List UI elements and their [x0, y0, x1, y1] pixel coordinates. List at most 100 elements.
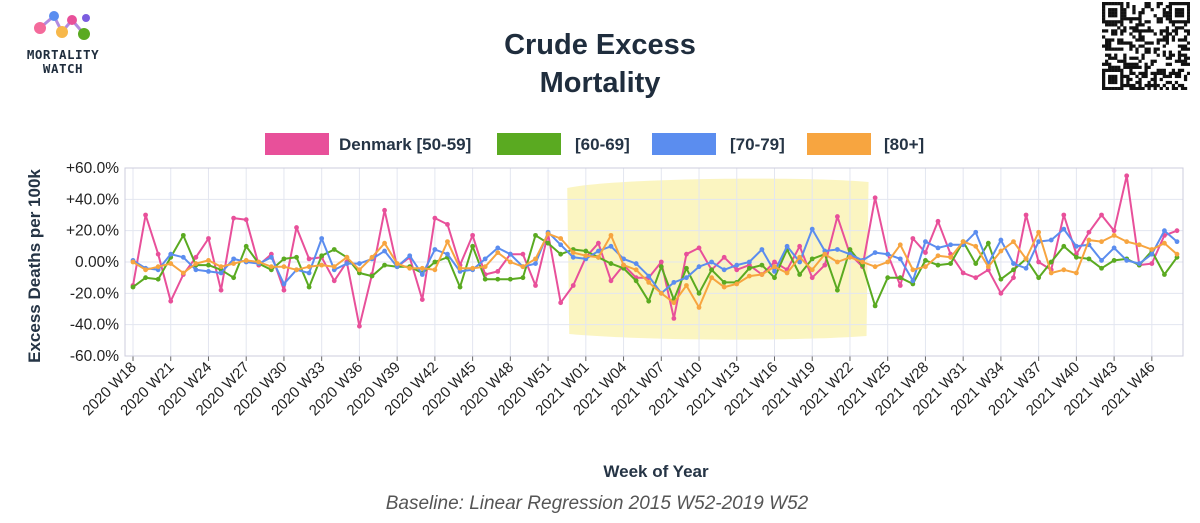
data-point	[520, 251, 526, 257]
data-point	[797, 243, 803, 249]
y-tick-label: -60.0%	[70, 348, 119, 365]
logo-line-1: MORTALITY	[26, 47, 100, 62]
data-point	[998, 276, 1004, 282]
data-point	[721, 284, 727, 290]
data-point	[1099, 212, 1104, 218]
data-point	[570, 254, 576, 260]
data-point	[520, 264, 526, 270]
data-point	[797, 259, 803, 265]
data-point	[960, 239, 966, 245]
data-point	[1073, 243, 1079, 249]
highlight-region	[567, 178, 869, 340]
data-point	[772, 264, 777, 270]
data-point	[608, 261, 614, 266]
plot-frame	[124, 167, 1184, 357]
data-point	[885, 251, 891, 257]
data-point	[457, 284, 463, 290]
data-point	[973, 275, 979, 281]
data-point	[243, 243, 249, 249]
data-point	[1136, 242, 1142, 248]
data-point	[759, 262, 765, 268]
data-point	[633, 278, 639, 284]
data-point	[281, 256, 287, 262]
data-point	[658, 290, 664, 296]
data-point	[809, 256, 815, 262]
data-point	[684, 275, 689, 281]
data-point	[1174, 239, 1180, 245]
data-point	[545, 240, 551, 246]
data-point	[595, 240, 601, 246]
data-point	[143, 275, 148, 281]
y-tick-label: -40.0%	[70, 317, 119, 334]
data-point	[595, 248, 601, 254]
data-point	[155, 276, 161, 282]
data-point	[910, 236, 916, 241]
data-point	[721, 279, 727, 285]
data-point	[143, 212, 148, 218]
data-point	[834, 214, 840, 219]
data-point	[357, 267, 362, 273]
data-point	[809, 275, 815, 281]
y-tick-label: +60.0%	[66, 160, 119, 177]
data-point	[130, 259, 136, 265]
data-point	[948, 242, 953, 248]
data-point	[746, 265, 752, 271]
legend-label: Denmark [50-59]	[339, 135, 471, 154]
data-point	[1036, 239, 1042, 245]
data-point	[558, 300, 564, 306]
data-point	[608, 232, 614, 238]
data-point	[1073, 254, 1079, 260]
data-point	[533, 232, 538, 238]
data-point	[721, 254, 727, 260]
data-point	[658, 259, 664, 265]
data-point	[319, 262, 325, 268]
data-point	[759, 247, 765, 252]
data-point	[1111, 228, 1117, 234]
data-point	[973, 229, 979, 235]
legend-label: [60-69]	[575, 135, 630, 154]
y-axis-title: Excess Deaths per 100k	[25, 169, 44, 363]
data-point	[268, 254, 274, 260]
data-point	[206, 269, 211, 274]
data-point	[860, 259, 865, 265]
data-point	[834, 247, 840, 252]
data-point	[206, 258, 211, 263]
data-point	[847, 254, 853, 260]
data-point	[595, 254, 601, 260]
data-point	[872, 250, 878, 256]
legend-swatch	[807, 133, 871, 155]
data-point	[130, 284, 136, 290]
data-point	[721, 267, 727, 273]
data-point	[948, 254, 953, 260]
data-point	[1162, 228, 1167, 234]
data-point	[470, 243, 476, 249]
data-point	[470, 265, 476, 271]
data-point	[1061, 212, 1067, 218]
data-point	[935, 262, 941, 268]
data-point	[897, 256, 903, 262]
data-point	[231, 261, 237, 266]
data-point	[1011, 261, 1016, 266]
data-point	[923, 250, 928, 256]
data-point	[545, 231, 551, 237]
data-point	[935, 253, 941, 259]
data-point	[1086, 237, 1092, 243]
data-point	[306, 264, 312, 270]
data-point	[533, 283, 538, 288]
data-point	[1061, 243, 1067, 249]
data-point	[168, 261, 174, 266]
data-point	[243, 217, 249, 223]
data-point	[331, 278, 337, 284]
data-point	[1174, 251, 1180, 257]
data-point	[1099, 265, 1104, 271]
data-point	[294, 225, 299, 230]
legend-swatch	[652, 133, 716, 155]
data-point	[495, 250, 501, 256]
x-axis-title: Week of Year	[603, 462, 709, 481]
data-point	[1023, 256, 1029, 262]
data-point	[923, 258, 928, 263]
data-point	[445, 222, 450, 227]
series-2	[130, 226, 1180, 296]
data-point	[985, 240, 991, 246]
